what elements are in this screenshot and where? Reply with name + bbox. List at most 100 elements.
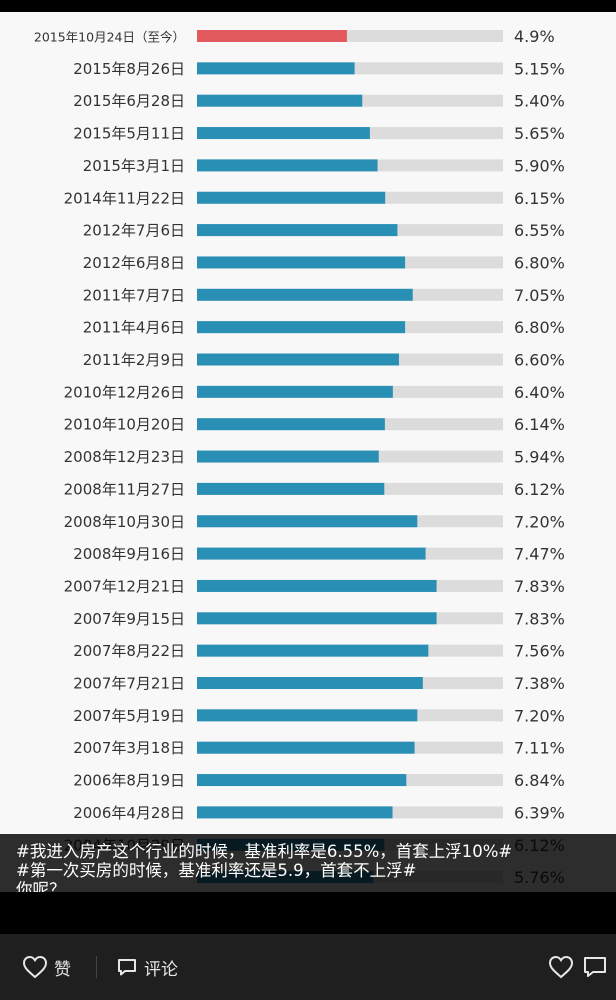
value-label: 6.84% — [514, 771, 565, 790]
bar — [197, 353, 399, 366]
bar — [197, 321, 406, 334]
category-label: 2008年11月27日 — [64, 480, 185, 498]
divider — [96, 956, 97, 978]
bar — [197, 612, 437, 625]
bar — [197, 482, 385, 495]
comment-label: 评论 — [144, 959, 178, 980]
bar — [197, 127, 370, 140]
bar — [197, 579, 437, 592]
category-label: 2015年6月28日 — [73, 92, 185, 110]
value-label: 7.20% — [514, 512, 565, 531]
caption-line-2: #第一次买房的时候，基准利率还是5.9，首套不上浮# — [16, 861, 417, 880]
category-label: 2007年8月22日 — [73, 642, 185, 660]
comment-bubble-icon — [584, 957, 606, 977]
category-label: 2008年10月30日 — [64, 513, 185, 531]
category-label: 2008年9月16日 — [73, 545, 185, 563]
value-label: 7.11% — [514, 739, 565, 758]
favorite-button[interactable] — [548, 954, 574, 980]
bar — [197, 62, 355, 75]
chart-row: 2007年5月19日 7.20% — [73, 706, 565, 725]
value-label: 7.56% — [514, 642, 565, 661]
chart-row: 2015年10月24日（至今） 4.9% — [34, 27, 555, 46]
value-label: 5.65% — [514, 124, 565, 143]
action-bar: 赞 评论 — [0, 934, 616, 1000]
value-label: 6.60% — [514, 351, 565, 370]
chart-row: 2008年9月16日 7.47% — [73, 545, 565, 564]
post-caption: #我进入房产这个行业的时候，基准利率是6.55%，首套上浮10%# #第一次买房… — [0, 834, 616, 899]
bar — [197, 450, 379, 463]
bar — [197, 94, 363, 107]
chart-row: 2006年4月28日 6.39% — [73, 803, 565, 822]
chart-row: 2012年6月8日 6.80% — [83, 253, 565, 272]
category-label: 2014年11月22日 — [64, 189, 185, 207]
category-label: 2012年7月6日 — [83, 222, 185, 240]
category-label: 2006年8月19日 — [73, 772, 185, 790]
value-label: 5.94% — [514, 448, 565, 467]
bar — [197, 418, 385, 431]
bar — [197, 256, 406, 269]
comment-button[interactable]: 评论 — [116, 954, 178, 980]
chart-row: 2007年12月21日 7.83% — [64, 577, 565, 596]
value-label: 7.83% — [514, 577, 565, 596]
bar — [197, 709, 418, 722]
category-label: 2007年7月21日 — [73, 675, 185, 693]
chart-row: 2010年12月26日 6.40% — [64, 383, 565, 402]
chart-row: 2015年6月28日 5.40% — [73, 92, 565, 111]
bar — [197, 806, 393, 819]
category-label: 2006年4月28日 — [73, 804, 185, 822]
bar — [197, 677, 423, 689]
like-label: 赞 — [54, 959, 71, 980]
chart-row: 2008年10月30日 7.20% — [64, 512, 565, 531]
spacer — [0, 892, 616, 934]
bar — [197, 191, 386, 204]
chart-row: 2015年8月26日 5.15% — [73, 59, 565, 78]
category-label: 2015年10月24日（至今） — [34, 30, 185, 45]
value-label: 7.83% — [514, 609, 565, 628]
value-label: 4.9% — [514, 27, 555, 46]
bar — [197, 159, 378, 172]
bar — [197, 515, 418, 528]
category-label: 2007年12月21日 — [64, 577, 185, 595]
category-label: 2015年3月1日 — [83, 157, 185, 175]
chart-row: 2007年3月18日 7.11% — [73, 739, 565, 758]
value-label: 7.05% — [514, 286, 565, 305]
value-label: 5.90% — [514, 156, 565, 175]
value-label: 6.39% — [514, 803, 565, 822]
chart-row: 2015年3月1日 5.90% — [83, 156, 565, 175]
category-label: 2007年5月19日 — [73, 707, 185, 725]
value-label: 7.47% — [514, 545, 565, 564]
category-label: 2012年6月8日 — [83, 254, 185, 272]
bar — [197, 644, 429, 657]
value-label: 5.40% — [514, 92, 565, 111]
value-label: 6.55% — [514, 221, 565, 240]
category-label: 2010年10月20日 — [64, 416, 185, 434]
caption-line-1: #我进入房产这个行业的时候，基准利率是6.55%，首套上浮10%# — [16, 842, 513, 861]
bar — [197, 288, 413, 301]
bar — [197, 774, 407, 787]
value-label: 6.14% — [514, 415, 565, 434]
heart-icon — [22, 955, 48, 979]
share-button[interactable] — [582, 954, 608, 980]
bar — [197, 30, 347, 42]
category-label: 2011年4月6日 — [83, 319, 185, 337]
value-label: 7.38% — [514, 674, 565, 693]
value-label: 6.15% — [514, 189, 565, 208]
chart-row: 2008年11月27日 6.12% — [64, 480, 565, 499]
chart-row: 2008年12月23日 5.94% — [64, 448, 565, 467]
chart-row: 2014年11月22日 6.15% — [64, 189, 565, 208]
value-label: 6.40% — [514, 383, 565, 402]
value-label: 6.12% — [514, 480, 565, 499]
chart-row: 2015年5月11日 5.65% — [73, 124, 565, 143]
category-label: 2008年12月23日 — [64, 448, 185, 466]
value-label: 5.15% — [514, 59, 565, 78]
value-label: 6.80% — [514, 318, 565, 337]
category-label: 2011年2月9日 — [83, 351, 185, 369]
chart-row: 2007年7月21日 7.38% — [73, 674, 565, 693]
comment-icon — [118, 959, 136, 976]
post-image[interactable]: 2015年10月24日（至今） 4.9% 2015年8月26日 5.15% 2015年6… — [0, 12, 616, 892]
bar — [197, 224, 398, 237]
category-label: 2007年9月15日 — [73, 610, 185, 628]
like-button[interactable]: 赞 — [22, 954, 71, 980]
chart-row: 2007年9月15日 7.83% — [73, 609, 565, 628]
category-label: 2015年8月26日 — [73, 60, 185, 78]
